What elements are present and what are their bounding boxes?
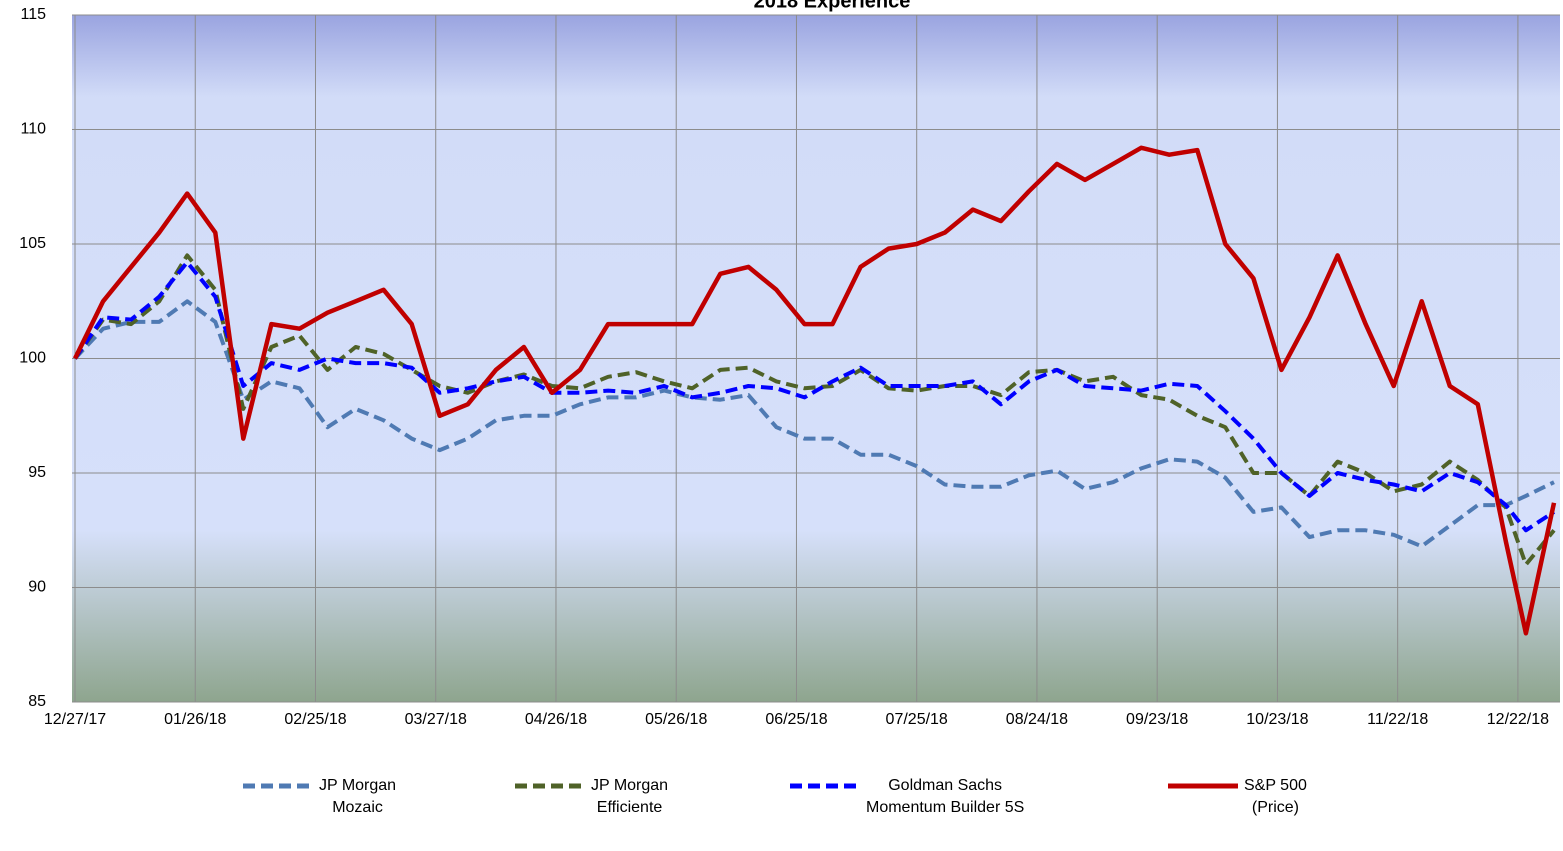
y-tick-label: 105: [19, 235, 46, 252]
y-tick-label: 90: [28, 579, 46, 596]
legend-label: JP Morgan Mozaic: [319, 777, 397, 816]
x-tick-label: 04/26/18: [525, 711, 587, 728]
x-tick-label: 09/23/18: [1126, 711, 1188, 728]
legend-swatch: [790, 783, 860, 789]
y-tick-label: 85: [28, 693, 46, 710]
x-tick-label: 12/22/18: [1487, 711, 1549, 728]
legend-item: S&P 500 (Price): [1168, 775, 1307, 819]
legend-label: JP Morgan Efficiente: [591, 777, 669, 816]
x-tick-label: 01/26/18: [164, 711, 226, 728]
legend: JP Morgan Mozaic JP Morgan Efficiente Gold…: [0, 775, 1563, 845]
x-tick-label: 11/22/18: [1367, 711, 1428, 728]
x-tick-label: 10/23/18: [1246, 711, 1308, 728]
x-tick-label: 06/25/18: [765, 711, 827, 728]
y-tick-label: 95: [28, 464, 46, 481]
legend-swatch: [515, 783, 585, 789]
x-tick-label: 08/24/18: [1006, 711, 1068, 728]
x-tick-label: 05/26/18: [645, 711, 707, 728]
chart-title: 2018 Experience: [754, 0, 911, 12]
chart: 2018 Experience 85 90 95 100 105 110 115 12/27/…: [19, 0, 1560, 728]
x-tick-label: 12/27/17: [44, 711, 106, 728]
x-tick-label: 03/27/18: [405, 711, 467, 728]
legend-label: Goldman Sachs Momentum Builder 5S: [866, 777, 1025, 816]
x-tick-label: 02/25/18: [284, 711, 346, 728]
legend-label: S&P 500 (Price): [1244, 777, 1307, 816]
y-tick-label: 115: [20, 6, 46, 23]
x-tick-label: 07/25/18: [886, 711, 948, 728]
legend-swatch: [243, 783, 313, 789]
legend-item: JP Morgan Efficiente: [515, 775, 668, 819]
legend-swatch: [1168, 783, 1238, 789]
legend-item: JP Morgan Mozaic: [243, 775, 396, 819]
y-tick-label: 100: [19, 350, 46, 367]
y-tick-label: 110: [20, 121, 46, 138]
legend-item: Goldman Sachs Momentum Builder 5S: [790, 775, 1024, 819]
series-line: [72, 145, 1557, 636]
series-line: [73, 299, 1555, 549]
series-line: [73, 260, 1556, 533]
